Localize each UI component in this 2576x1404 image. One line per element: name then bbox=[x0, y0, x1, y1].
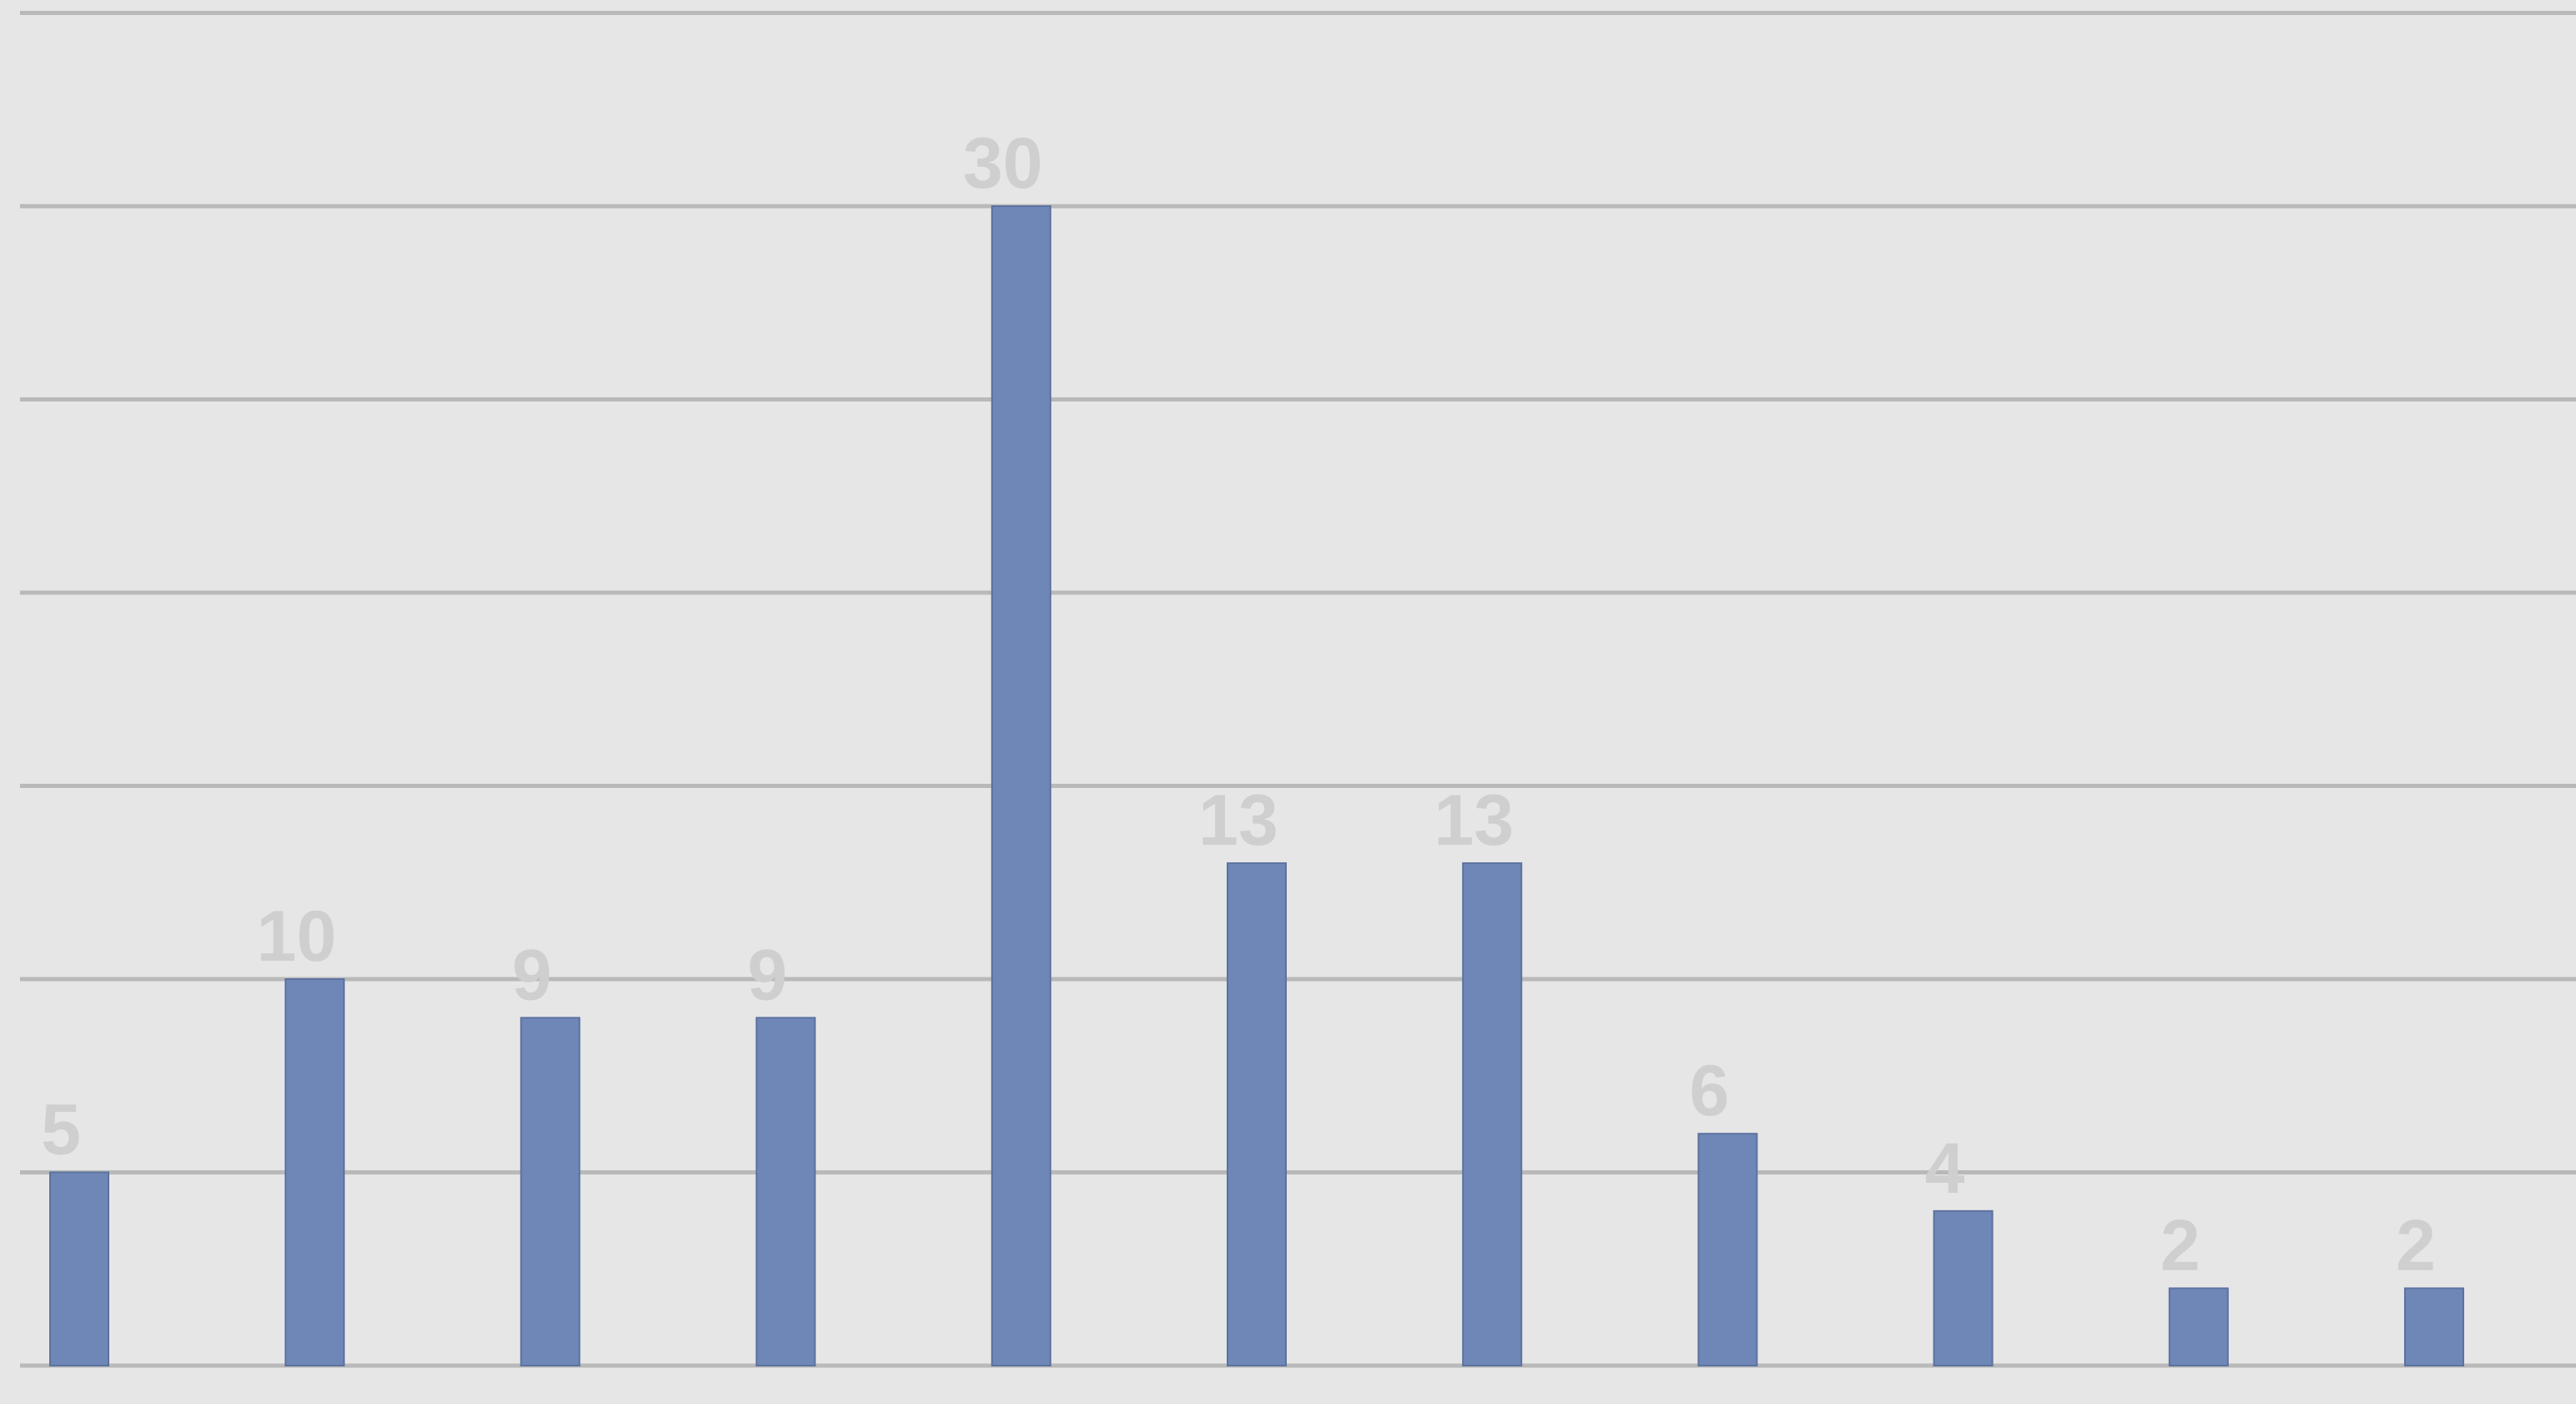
bar-8 bbox=[1697, 1133, 1758, 1366]
data-label-11: 2 bbox=[2396, 1205, 2436, 1285]
gridlines bbox=[20, 11, 2576, 1368]
bars bbox=[49, 205, 2464, 1367]
data-label-2: 10 bbox=[256, 896, 336, 977]
bar-4 bbox=[755, 1017, 816, 1367]
data-label-8: 6 bbox=[1689, 1051, 1729, 1131]
bar-1 bbox=[49, 1171, 109, 1366]
data-label-3: 9 bbox=[512, 935, 552, 1015]
bar-3 bbox=[520, 1017, 581, 1367]
data-label-5: 30 bbox=[963, 124, 1043, 204]
bar-5 bbox=[991, 205, 1051, 1366]
data-label-9: 4 bbox=[1925, 1129, 1965, 1209]
data-labels: 5 10 9 9 30 13 13 6 4 2 2 bbox=[41, 124, 2436, 1285]
data-label-6: 13 bbox=[1198, 780, 1278, 861]
data-label-1: 5 bbox=[41, 1090, 81, 1170]
data-label-7: 13 bbox=[1434, 780, 1514, 861]
bar-10 bbox=[2168, 1287, 2229, 1367]
bar-7 bbox=[1462, 862, 1523, 1366]
data-label-10: 2 bbox=[2160, 1205, 2200, 1285]
data-label-4: 9 bbox=[748, 935, 788, 1015]
bar-6 bbox=[1227, 862, 1287, 1366]
bar-9 bbox=[1933, 1210, 1994, 1367]
bar-2 bbox=[285, 978, 345, 1366]
bar-11 bbox=[2404, 1287, 2464, 1367]
